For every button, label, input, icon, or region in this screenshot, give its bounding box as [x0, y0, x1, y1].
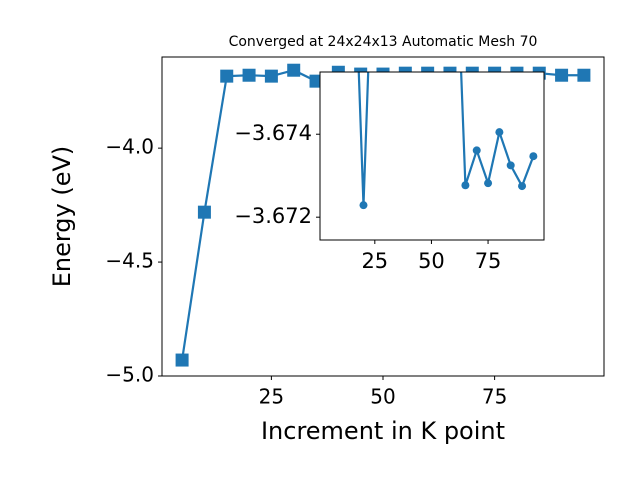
marker [506, 161, 515, 170]
x-tick-label: 50 [418, 249, 445, 273]
axes-frame [319, 71, 545, 241]
x-tick-label: 75 [475, 249, 502, 273]
plot-content [357, 72, 538, 210]
marker [309, 74, 323, 88]
chart-title: Converged at 24x24x13 Automatic Mesh 70 [229, 34, 538, 50]
plot-area [320, 72, 544, 240]
marker [472, 146, 481, 155]
y-tick-label: −4.5 [105, 249, 154, 273]
marker [175, 353, 189, 367]
marker [220, 69, 234, 83]
marker [242, 68, 256, 82]
marker [359, 201, 368, 210]
marker [529, 152, 538, 161]
y-tick-label: −4.0 [105, 135, 154, 159]
marker [484, 179, 493, 188]
series-line [357, 72, 535, 206]
marker [518, 182, 527, 191]
marker [461, 181, 470, 190]
marker [287, 63, 301, 77]
y-tick-label: −3.672 [234, 204, 312, 228]
y-axis-label: Energy (eV) [48, 146, 76, 288]
x-tick-label: 25 [259, 385, 284, 409]
x-tick-label: 75 [482, 385, 507, 409]
y-tick-label: −3.674 [234, 121, 312, 145]
y-tick-label: −5.0 [105, 363, 154, 387]
marker [264, 69, 278, 83]
x-tick-label: 25 [361, 249, 388, 273]
x-axis-label: Increment in K point [261, 417, 505, 445]
marker [555, 68, 569, 82]
marker [495, 128, 504, 137]
marker [197, 205, 211, 219]
marker [577, 68, 591, 82]
x-tick-label: 50 [370, 385, 395, 409]
